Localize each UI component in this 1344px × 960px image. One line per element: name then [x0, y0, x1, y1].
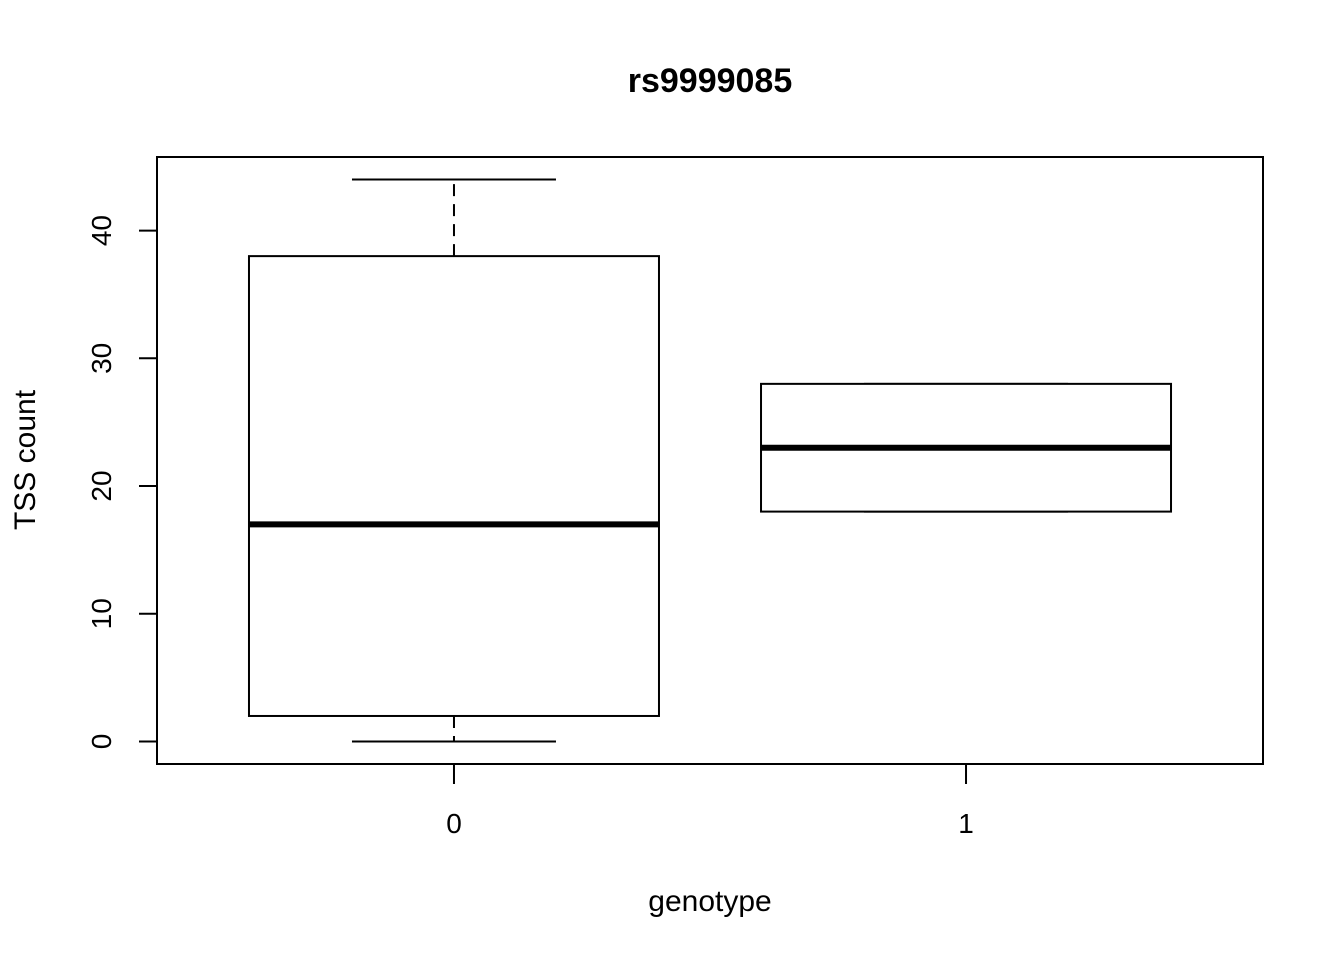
- y-tick-label: 0: [86, 734, 117, 750]
- box-group-1: [760, 382, 1173, 513]
- y-tick-label: 10: [86, 598, 117, 629]
- y-axis-label: TSS count: [9, 389, 42, 530]
- plot-area: [156, 156, 1264, 765]
- y-tick-label: 40: [86, 215, 117, 246]
- y-tick-label: 30: [86, 343, 117, 374]
- x-tick-label: 0: [446, 808, 462, 839]
- box-group-0: [247, 178, 660, 743]
- chart-title: rs9999085: [628, 62, 793, 100]
- box-iqr: [247, 255, 660, 717]
- axes: 0 10 20 30 40 0 1: [86, 215, 974, 839]
- y-tick-label: 20: [86, 470, 117, 501]
- x-tick-label: 1: [958, 808, 974, 839]
- x-axis-label: genotype: [648, 885, 771, 918]
